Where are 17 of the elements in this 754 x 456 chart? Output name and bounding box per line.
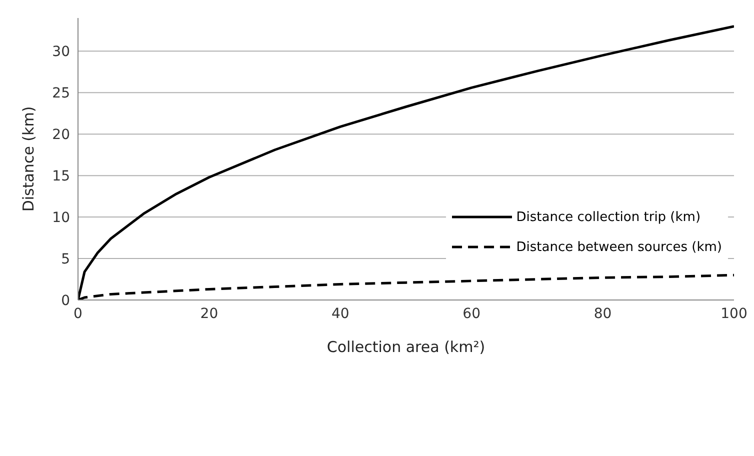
x-axis-title: Collection area (km²)	[326, 338, 486, 356]
y-tick-label: 0	[61, 292, 70, 309]
legend-label: Distance collection trip (km)	[516, 210, 701, 224]
x-tick-label: 100	[720, 306, 748, 322]
y-tick-label: 25	[52, 86, 70, 102]
x-tick-label: 80	[594, 306, 612, 322]
x-tick-label: 0	[74, 306, 82, 322]
y-tick-label: 5	[61, 252, 70, 268]
legend-label: Distance between sources (km)	[516, 240, 722, 254]
x-tick-label: 40	[331, 306, 350, 322]
y-axis-title: Distance (km)	[19, 106, 38, 212]
x-tick-label: 20	[200, 306, 218, 322]
y-tick-label: 15	[52, 168, 70, 185]
y-tick-label: 20	[52, 127, 70, 144]
y-tick-label: 10	[52, 210, 70, 226]
y-tick-label: 30	[52, 44, 70, 60]
x-tick-label: 60	[462, 306, 481, 322]
